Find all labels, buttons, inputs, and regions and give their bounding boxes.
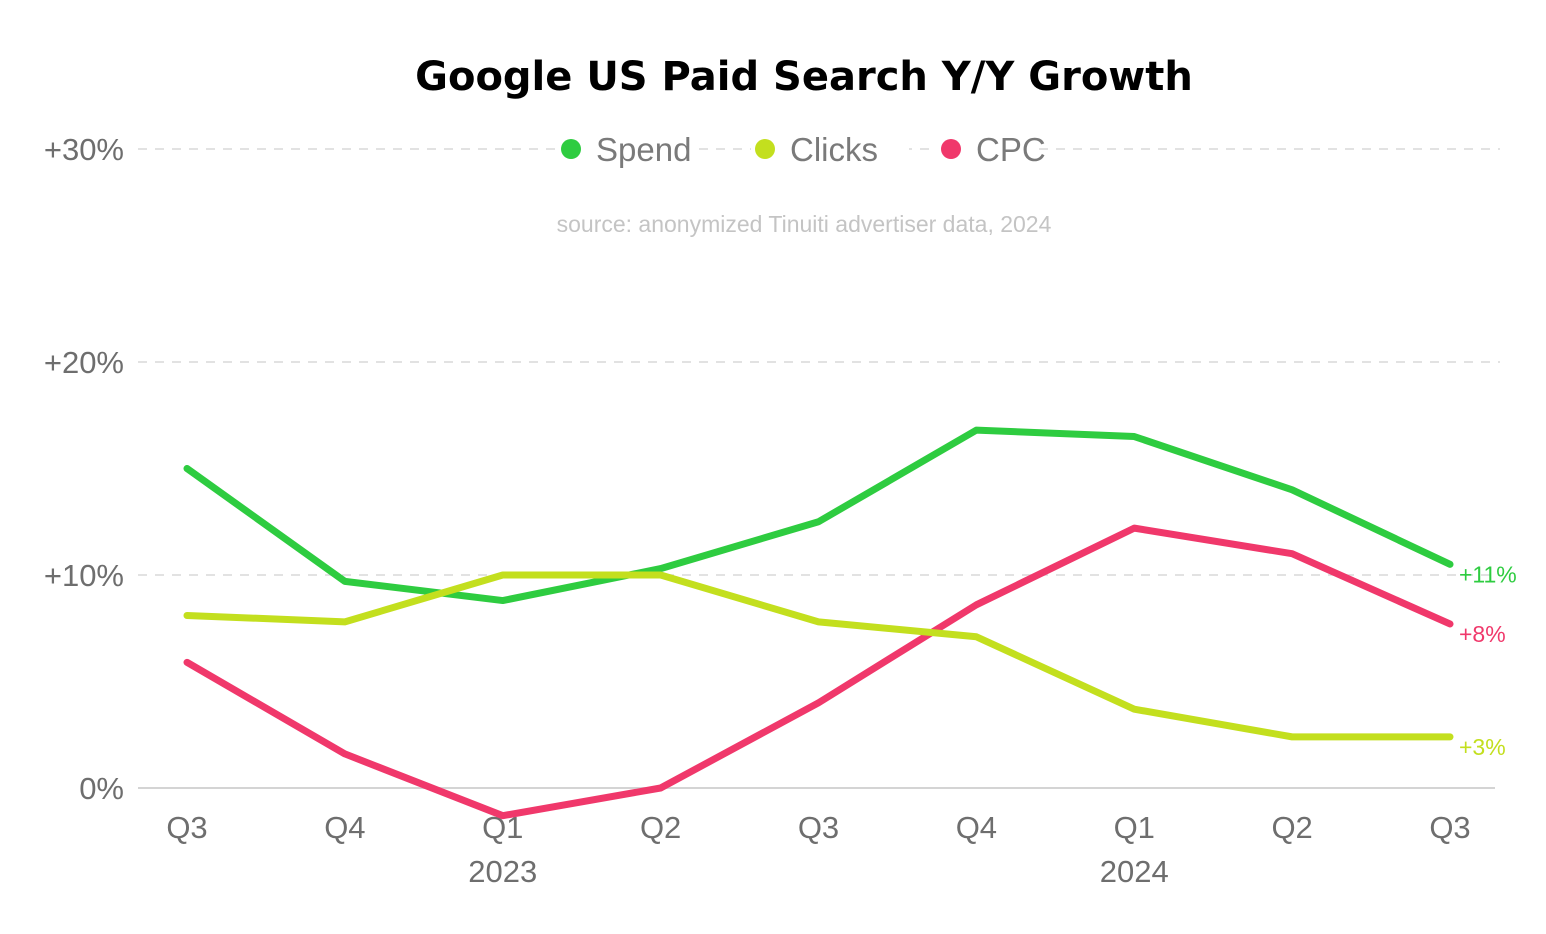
end-label-clicks: +3% [1459,734,1506,760]
legend-label: Spend [596,131,691,168]
legend-item-cpc: CPC [937,125,1046,173]
y-tick-label: +30% [44,132,124,167]
chart-subtitle: source: anonymized Tinuiti advertiser da… [557,211,1052,237]
x-year-label: 2024 [1100,854,1169,889]
x-tick-label: Q3 [1429,810,1470,845]
series-line-cpc [183,524,1454,820]
series-line-spend [183,426,1454,605]
x-tick-label: Q2 [640,810,681,845]
x-tick-label: Q2 [1271,810,1312,845]
legend-item-spend: Spend [557,125,696,173]
legend-item-backdrop [751,125,909,173]
legend-marker [941,139,961,159]
x-tick-label: Q1 [1114,810,1155,845]
legend-marker [561,139,581,159]
series-lines [183,426,1454,820]
legend: Spend Clicks CPC [557,125,1046,173]
legend-marker [755,139,775,159]
x-tick-label: Q4 [324,810,365,845]
legend-item-clicks: Clicks [751,125,909,173]
legend-label: Clicks [790,131,878,168]
y-tick-label: +20% [44,345,124,380]
chart-title: Google US Paid Search Y/Y Growth [415,54,1193,100]
series-line-clicks [183,571,1454,741]
y-tick-label: 0% [79,771,124,806]
legend-label: CPC [976,131,1046,168]
x-tick-label: Q4 [956,810,997,845]
y-axis-ticks: 0% +10% +20% +30% [44,132,124,806]
x-year-label: 2023 [468,854,537,889]
x-tick-label: Q3 [166,810,207,845]
end-label-spend: +11% [1459,561,1517,587]
x-tick-label: Q3 [798,810,839,845]
end-labels: +11% +3% +8% [1459,561,1517,760]
y-tick-label: +10% [44,558,124,593]
end-label-cpc: +8% [1459,621,1506,647]
